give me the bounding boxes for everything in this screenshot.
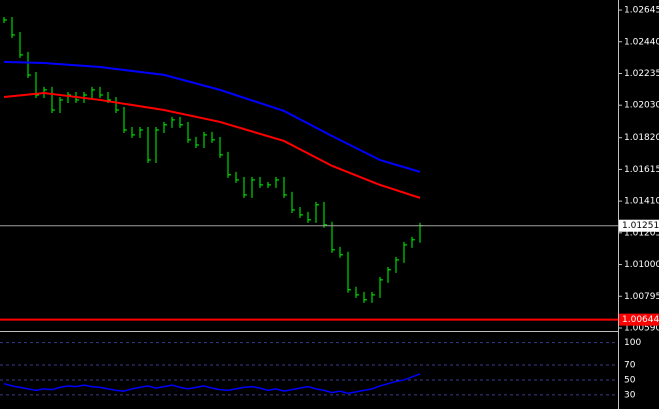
price-label: 1.01251 xyxy=(622,221,659,231)
y-tick-label: 70 xyxy=(624,361,636,371)
y-tick-label: 1.01205 xyxy=(624,228,659,238)
level-label: 1.00644 xyxy=(622,315,659,325)
y-tick-label: 1.02645 xyxy=(624,6,659,16)
y-tick-label: 1.01000 xyxy=(624,260,659,270)
y-tick-label: 1.02440 xyxy=(624,37,659,47)
y-tick-label: 1.01820 xyxy=(624,133,659,143)
y-tick-label: 1.00590 xyxy=(624,323,659,333)
y-tick-label: 1.01615 xyxy=(624,165,659,175)
price-label-box xyxy=(619,219,659,232)
level-label-box xyxy=(619,313,659,326)
y-tick-label: 100 xyxy=(624,338,641,348)
moving-average xyxy=(3,91,421,199)
y-tick-label: 50 xyxy=(624,375,636,385)
y-tick-label: 1.02030 xyxy=(624,101,659,111)
moving-average xyxy=(3,60,421,173)
y-tick-label: 1.02235 xyxy=(624,69,659,79)
y-tick-label: 30 xyxy=(624,390,636,400)
y-tick-label: 1.01410 xyxy=(624,197,659,207)
indicator-line xyxy=(3,373,421,395)
y-tick-label: 1.00795 xyxy=(624,292,659,302)
